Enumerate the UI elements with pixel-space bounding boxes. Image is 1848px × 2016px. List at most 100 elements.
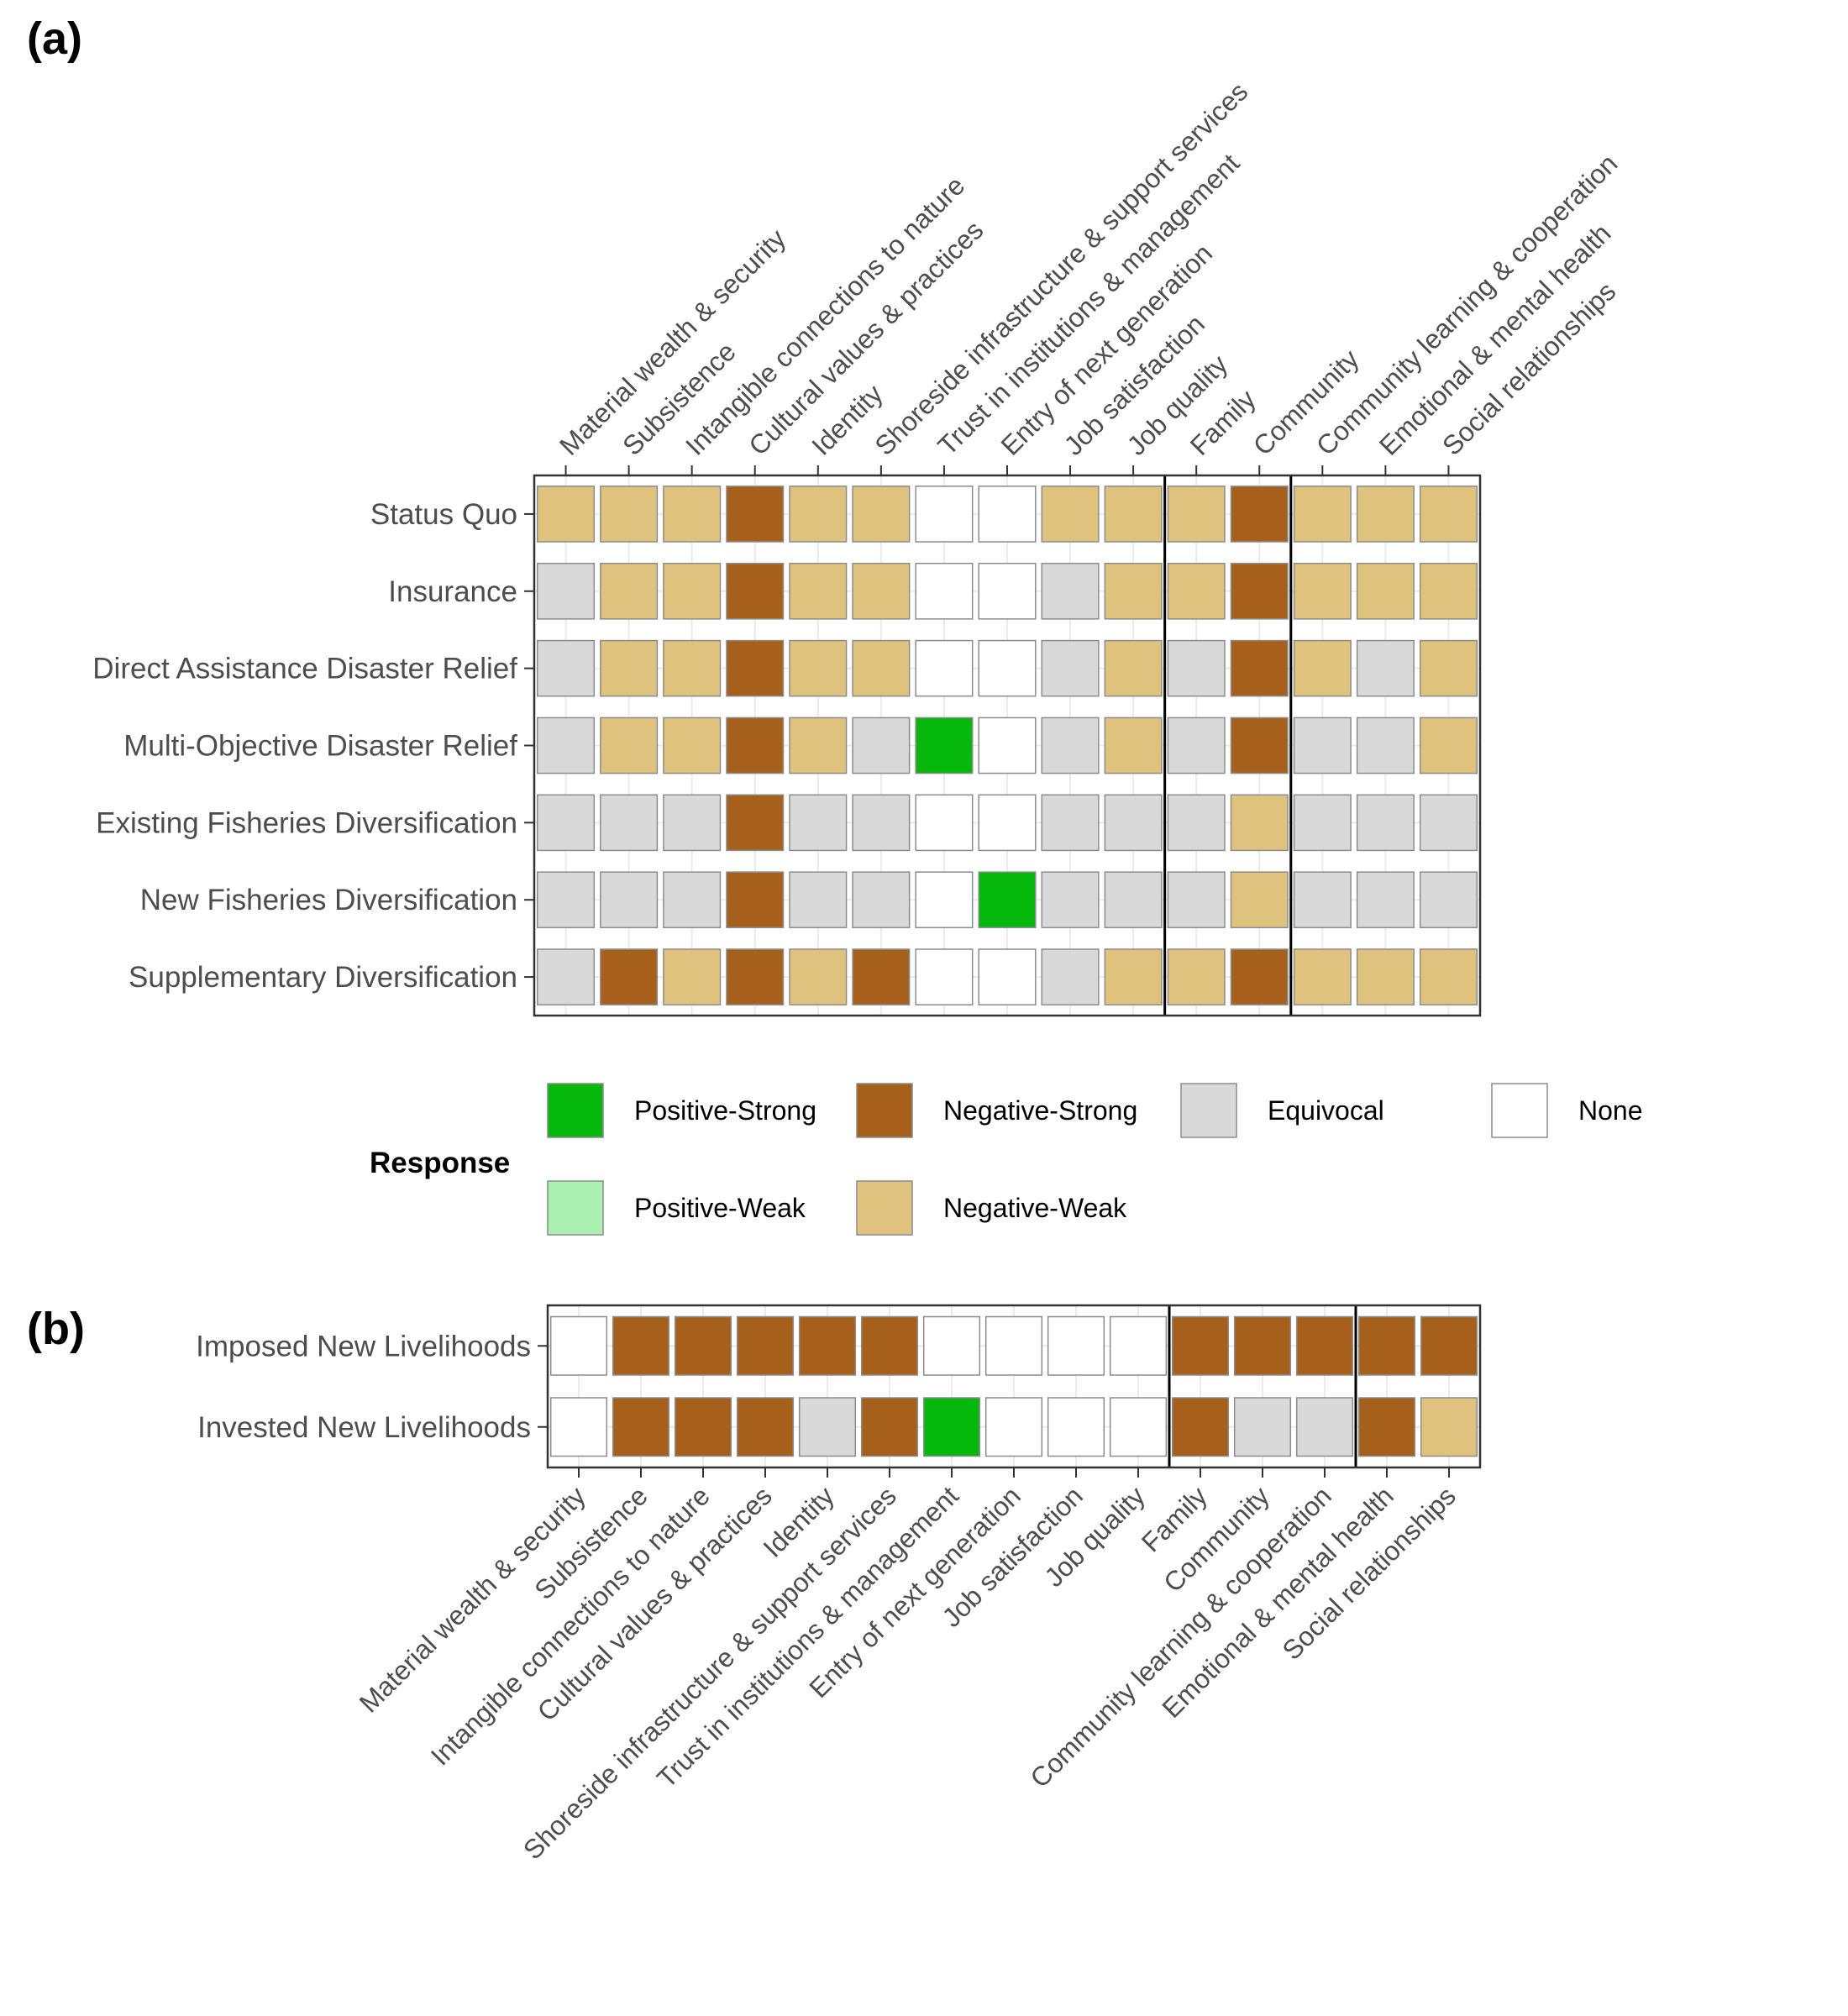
tile-direct-assistance-disaster-relief-identity [789,639,848,697]
tile-new-fisheries-diversification-shoreside-infrastructure-and-support-services [852,871,911,929]
y-tick-label: Multi-Objective Disaster Relief [123,730,517,763]
tile-invested-new-livelihoods-identity [798,1397,857,1457]
tile-existing-fisheries-diversification-identity [789,794,848,852]
tile-insurance-identity [789,562,848,620]
tile-invested-new-livelihoods-entry-of-next-generation [984,1397,1043,1457]
legend-swatch-negative-strong [856,1083,913,1138]
panel-b-label: (b) [27,1304,85,1354]
tile-supplementary-diversification-job-satisfaction [1041,948,1100,1005]
tile-existing-fisheries-diversification-job-satisfaction [1041,794,1100,852]
tile-status-quo-entry-of-next-generation [978,486,1037,543]
tile-new-fisheries-diversification-intangible-connections-to-nature [663,871,722,929]
tile-imposed-new-livelihoods-material-wealth-and-security [549,1315,608,1376]
tile-insurance-job-satisfaction [1041,562,1100,620]
tile-imposed-new-livelihoods-emotional-and-mental-health [1357,1315,1416,1376]
tile-multi-objective-disaster-relief-social-relationships [1419,717,1478,774]
panel-a-label: (a) [27,13,82,64]
tile-status-quo-emotional-and-mental-health [1356,486,1415,543]
tile-direct-assistance-disaster-relief-material-wealth-and-security [537,639,596,697]
tile-status-quo-shoreside-infrastructure-and-support-services [852,486,911,543]
tile-insurance-cultural-values-and-practices [726,562,785,620]
tile-insurance-trust-in-institutions-and-management [915,562,974,620]
tile-imposed-new-livelihoods-family [1171,1315,1230,1376]
tile-new-fisheries-diversification-emotional-and-mental-health [1356,871,1415,929]
tile-supplementary-diversification-job-quality [1104,948,1163,1005]
tile-status-quo-trust-in-institutions-and-management [915,486,974,543]
tile-imposed-new-livelihoods-job-satisfaction [1047,1315,1105,1376]
tile-imposed-new-livelihoods-intangible-connections-to-nature [674,1315,732,1376]
y-tick-label: Imposed New Livelihoods [196,1330,531,1362]
legend-label-negative-strong: Negative-Strong [943,1095,1137,1126]
tile-status-quo-intangible-connections-to-nature [663,486,722,543]
tile-existing-fisheries-diversification-job-quality [1104,794,1163,852]
tile-existing-fisheries-diversification-social-relationships [1419,794,1478,852]
tile-direct-assistance-disaster-relief-social-relationships [1419,639,1478,697]
tile-direct-assistance-disaster-relief-job-satisfaction [1041,639,1100,697]
legend-label-equivocal: Equivocal [1268,1095,1384,1126]
tile-supplementary-diversification-social-relationships [1419,948,1478,1005]
tile-insurance-job-quality [1104,562,1163,620]
tile-new-fisheries-diversification-community-learning-and-cooperation [1293,871,1352,929]
tile-status-quo-job-quality [1104,486,1163,543]
tile-multi-objective-disaster-relief-intangible-connections-to-nature [663,717,722,774]
tile-direct-assistance-disaster-relief-subsistence [600,639,659,697]
tile-invested-new-livelihoods-emotional-and-mental-health [1357,1397,1416,1457]
tile-direct-assistance-disaster-relief-family [1167,639,1226,697]
tile-new-fisheries-diversification-entry-of-next-generation [978,871,1037,929]
tile-multi-objective-disaster-relief-emotional-and-mental-health [1356,717,1415,774]
tile-insurance-emotional-and-mental-health [1356,562,1415,620]
tile-insurance-shoreside-infrastructure-and-support-services [852,562,911,620]
heatmap-panel-b: Imposed New Livelihoods Invested New Live… [196,1304,1482,1866]
tile-supplementary-diversification-family [1167,948,1226,1005]
tile-invested-new-livelihoods-family [1171,1397,1230,1457]
tile-imposed-new-livelihoods-trust-in-institutions-and-management [922,1315,981,1376]
tile-existing-fisheries-diversification-shoreside-infrastructure-and-support-services [852,794,911,852]
tile-supplementary-diversification-trust-in-institutions-and-management [915,948,974,1005]
tile-invested-new-livelihoods-community [1233,1397,1292,1457]
legend-swatch-none [1491,1083,1548,1138]
tile-status-quo-identity [789,486,848,543]
legend-label-positive-weak: Positive-Weak [634,1193,806,1223]
tile-insurance-community-learning-and-cooperation [1293,562,1352,620]
y-tick-label: Invested New Livelihoods [197,1411,531,1444]
tile-new-fisheries-diversification-community [1230,871,1289,929]
legend-title: Response [370,1147,510,1179]
tile-multi-objective-disaster-relief-subsistence [600,717,659,774]
tile-existing-fisheries-diversification-community [1230,794,1289,852]
tile-invested-new-livelihoods-social-relationships [1420,1397,1478,1457]
tile-insurance-community [1230,562,1289,620]
tile-existing-fisheries-diversification-intangible-connections-to-nature [663,794,722,852]
tile-invested-new-livelihoods-material-wealth-and-security [549,1397,608,1457]
tile-existing-fisheries-diversification-family [1167,794,1226,852]
tile-invested-new-livelihoods-trust-in-institutions-and-management [922,1397,981,1457]
tile-insurance-material-wealth-and-security [537,562,596,620]
tile-existing-fisheries-diversification-material-wealth-and-security [537,794,596,852]
tile-status-quo-material-wealth-and-security [537,486,596,543]
tile-direct-assistance-disaster-relief-emotional-and-mental-health [1356,639,1415,697]
tile-new-fisheries-diversification-cultural-values-and-practices [726,871,785,929]
tile-new-fisheries-diversification-social-relationships [1419,871,1478,929]
tile-status-quo-community-learning-and-cooperation [1293,486,1352,543]
tile-invested-new-livelihoods-shoreside-infrastructure-and-support-services [860,1397,919,1457]
tile-insurance-intangible-connections-to-nature [663,562,722,620]
tile-direct-assistance-disaster-relief-community-learning-and-cooperation [1293,639,1352,697]
tile-invested-new-livelihoods-intangible-connections-to-nature [674,1397,732,1457]
legend-label-negative-weak: Negative-Weak [943,1193,1127,1223]
legend: Response Positive-Strong Negative-Strong E… [370,1083,1643,1236]
tile-multi-objective-disaster-relief-identity [789,717,848,774]
tile-insurance-family [1167,562,1226,620]
tile-supplementary-diversification-identity [789,948,848,1005]
tile-invested-new-livelihoods-community-learning-and-cooperation [1295,1397,1354,1457]
tile-new-fisheries-diversification-identity [789,871,848,929]
tile-status-quo-social-relationships [1419,486,1478,543]
tile-status-quo-cultural-values-and-practices [726,486,785,543]
tile-existing-fisheries-diversification-cultural-values-and-practices [726,794,785,852]
tile-multi-objective-disaster-relief-entry-of-next-generation [978,717,1037,774]
y-tick-label: Supplementary Diversification [129,961,517,994]
tile-supplementary-diversification-shoreside-infrastructure-and-support-services [852,948,911,1005]
y-tick-label: Status Quo [370,498,517,531]
tile-direct-assistance-disaster-relief-community [1230,639,1289,697]
tile-supplementary-diversification-intangible-connections-to-nature [663,948,722,1005]
tile-supplementary-diversification-cultural-values-and-practices [726,948,785,1005]
tile-multi-objective-disaster-relief-community [1230,717,1289,774]
